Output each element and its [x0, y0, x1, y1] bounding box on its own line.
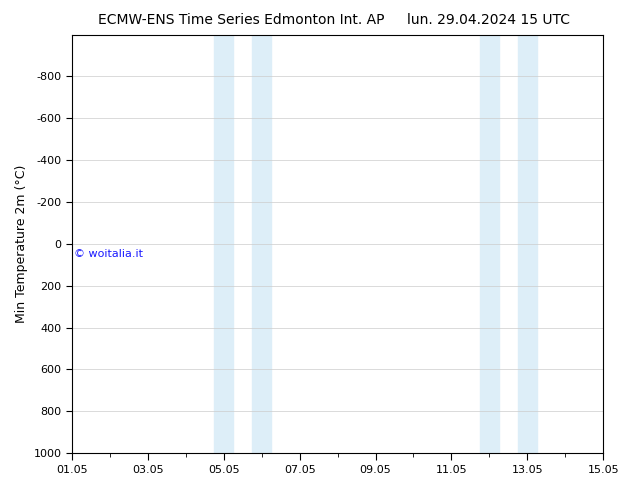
Bar	[252, 35, 271, 453]
Bar	[214, 35, 233, 453]
Text: © woitalia.it: © woitalia.it	[74, 249, 143, 259]
Text: ECMW-ENS Time Series Edmonton Int. AP: ECMW-ENS Time Series Edmonton Int. AP	[98, 13, 384, 27]
Bar	[480, 35, 499, 453]
Y-axis label: Min Temperature 2m (°C): Min Temperature 2m (°C)	[15, 165, 28, 323]
Text: lun. 29.04.2024 15 UTC: lun. 29.04.2024 15 UTC	[406, 13, 570, 27]
Bar	[518, 35, 537, 453]
